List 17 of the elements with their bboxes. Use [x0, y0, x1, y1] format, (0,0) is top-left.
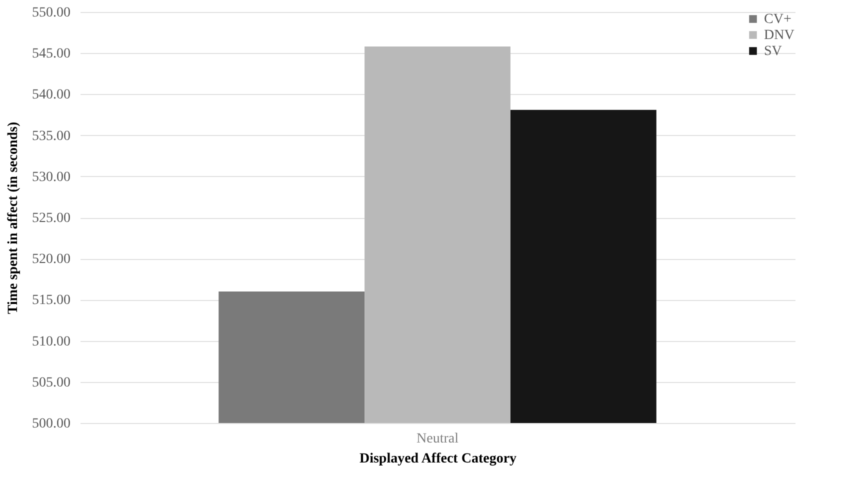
y-tick-label: 540.00 [32, 88, 70, 103]
legend-label: SV [764, 44, 782, 59]
y-tick-label: 505.00 [32, 375, 70, 390]
legend-label: CV+ [764, 12, 792, 27]
x-axis-title: Displayed Affect Category [359, 452, 517, 466]
y-tick-label: 510.00 [32, 334, 70, 350]
x-tick-label: Neutral [416, 432, 459, 446]
y-tick-label: 525.00 [32, 211, 70, 226]
y-tick-label: 545.00 [32, 46, 70, 62]
y-tick-label: 530.00 [32, 170, 70, 185]
y-tick-label: 515.00 [32, 293, 70, 308]
y-tick-label: 520.00 [32, 252, 70, 268]
y-tick-label: 550.00 [32, 6, 70, 20]
y-axis-title: Time spent in affect (in seconds) [6, 122, 21, 314]
y-tick-label: 500.00 [32, 416, 70, 432]
y-tick-label: 535.00 [32, 128, 70, 144]
legend-label: DNV [764, 28, 794, 43]
